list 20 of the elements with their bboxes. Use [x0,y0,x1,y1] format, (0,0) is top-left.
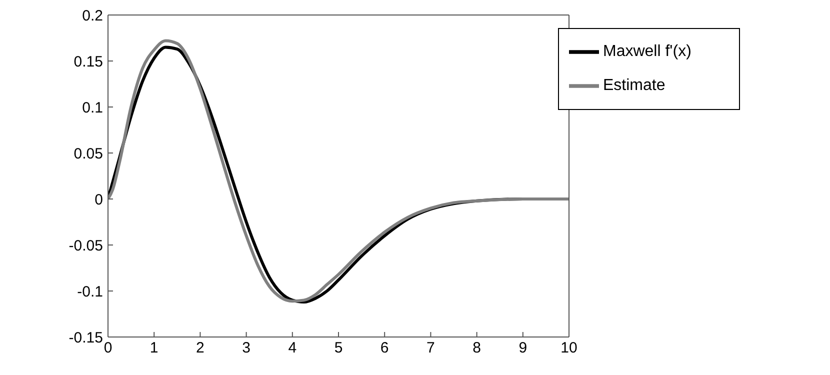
y-tick-label: 0.1 [82,99,103,116]
x-tick-label: 7 [426,340,435,357]
x-tick-label: 9 [518,340,528,357]
y-tick-label: 0 [94,191,103,208]
y-tick-label: 0.15 [74,53,103,70]
x-tick-label: 1 [150,340,158,357]
legend-label: Estimate [603,77,666,94]
x-tick-label: 10 [560,340,578,357]
y-tick-label: 0.05 [74,145,103,162]
x-tick-label: 8 [472,340,481,357]
y-tick-label: 0.2 [82,7,103,24]
x-tick-label: 6 [380,340,389,357]
x-tick-label: 2 [196,340,204,357]
y-tick-label: -0.15 [68,329,103,346]
x-tick-label: 4 [288,340,297,357]
y-tick-label: -0.1 [77,283,103,300]
x-tick-label: 3 [242,340,250,357]
y-tick-label: -0.05 [68,237,103,254]
x-tick-label: 5 [334,340,343,357]
legend-label: Maxwell f'(x) [603,43,692,60]
